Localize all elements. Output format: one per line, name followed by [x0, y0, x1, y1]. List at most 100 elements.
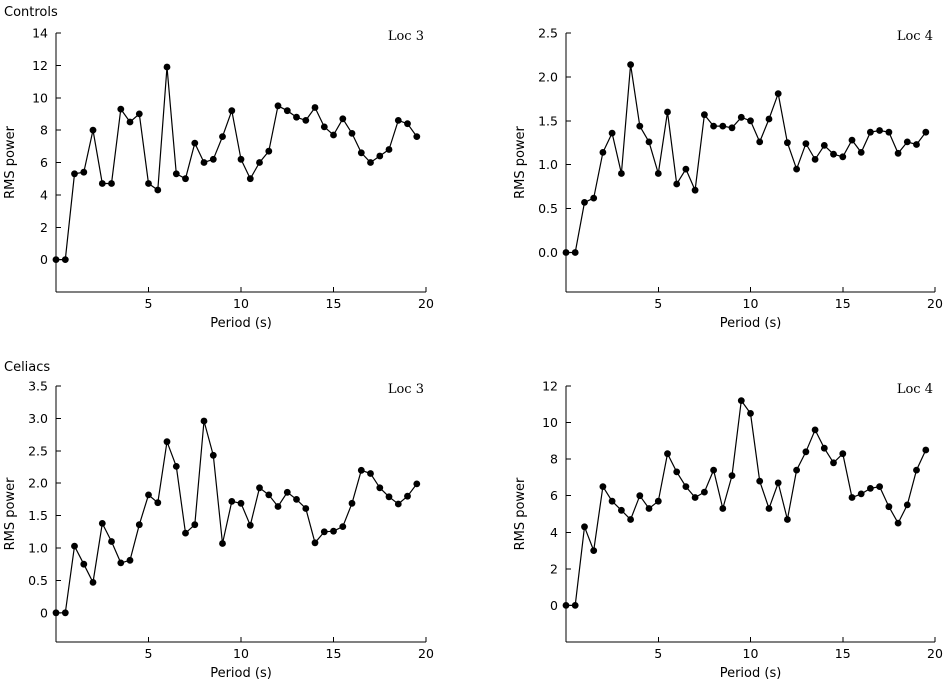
celiacs-loc4-data-point	[857, 490, 865, 498]
celiacs-loc4-title: Loc 4	[897, 382, 933, 397]
celiacs-loc3-title: Loc 3	[388, 382, 424, 397]
controls-loc4-x-axis-label: Period (s)	[720, 316, 782, 331]
controls-loc3-y-tick-label: 6	[40, 155, 48, 170]
celiacs-loc3-y-axis-label: RMS power	[3, 477, 18, 550]
celiacs-loc4-panel: 0 2 4 6 8 10 12 5 10 15 20 Period (s) RMS power Loc 4	[513, 379, 943, 682]
controls-loc3-x-tick-label: 5	[145, 296, 153, 311]
celiacs-loc3-data-point	[348, 499, 356, 507]
controls-loc3-data-point	[219, 133, 226, 141]
controls-loc4-panel: 0.0 0.5 1.0 1.5 2.0 2.5 5 10 15 20 Period (s) RMS p…	[513, 26, 943, 332]
controls-loc3-y-tick-label: 4	[40, 187, 48, 202]
controls-loc3-data-point	[320, 123, 328, 131]
celiacs-loc3-data-point	[163, 438, 171, 446]
celiacs-loc3-x-axis-label: Period (s)	[210, 666, 272, 681]
celiacs-loc4-data-point	[774, 479, 782, 487]
controls-loc3-data-point	[163, 63, 171, 71]
celiacs-loc3-data-point	[145, 491, 152, 499]
celiacs-loc4-data-point	[599, 483, 607, 490]
celiacs-loc4-data-point	[719, 505, 727, 512]
celiacs-loc3-y-tick-label: 1.5	[28, 508, 48, 523]
celiacs-loc3-data-point	[357, 466, 365, 474]
celiacs-loc3-data-point	[108, 538, 115, 545]
celiacs-loc3-x-tick-label: 5	[145, 646, 153, 661]
controls-loc4-data-point	[765, 115, 773, 123]
controls-loc4-title: Loc 4	[897, 29, 933, 44]
controls-loc4-y-axis-label: RMS power	[513, 125, 528, 198]
celiacs-loc3-data-point	[274, 503, 282, 510]
controls-loc3-data-point	[89, 126, 97, 134]
controls-loc4-data-point	[599, 149, 607, 156]
celiacs-loc4-data-point	[820, 444, 828, 452]
controls-loc4-data-point	[691, 186, 699, 194]
celiacs-loc4-y-tick-label: 12	[542, 379, 558, 394]
controls-loc3-y-tick-label: 14	[32, 26, 48, 41]
celiacs-loc4-data-point	[728, 472, 736, 479]
controls-loc4-data-point	[894, 149, 902, 157]
celiacs-loc3-data-point	[209, 451, 217, 459]
celiacs-loc3-x-tick-label: 20	[418, 646, 434, 661]
controls-loc3-data-point	[209, 155, 217, 163]
celiacs-loc4-data-point	[664, 450, 671, 458]
controls-loc4-data-point	[728, 124, 736, 132]
celiacs-loc3-data-point	[413, 480, 421, 488]
controls-loc3-x-tick-label: 10	[233, 296, 249, 311]
celiacs-loc3-data-point	[182, 529, 189, 537]
celiacs-loc4-data-point	[894, 519, 902, 527]
celiacs-loc3-data-point	[367, 470, 374, 477]
celiacs-loc3-data-point	[320, 528, 328, 536]
celiacs-loc4-x-axis-label: Period (s)	[720, 666, 782, 681]
controls-loc4-x-tick-label: 5	[654, 296, 662, 311]
controls-loc3-data-point	[311, 104, 319, 111]
celiacs-loc4-y-tick-label: 0	[550, 598, 558, 613]
controls-loc4-data-point	[747, 117, 754, 125]
celiacs-loc3-data-point	[172, 463, 180, 470]
controls-loc4-data-point	[903, 138, 911, 146]
controls-loc4-data-point	[710, 122, 717, 130]
celiacs-loc3-data-point	[237, 499, 245, 507]
controls-loc4-data-point	[719, 122, 727, 130]
celiacs-loc3-y-tick-label: 1.0	[28, 541, 48, 556]
controls-loc4-data-point	[848, 136, 856, 144]
celiacs-loc4-data-point	[581, 523, 588, 531]
controls-loc4-series-line	[566, 64, 927, 254]
controls-loc4-data-point	[885, 128, 893, 136]
celiacs-loc3-data-point	[246, 521, 254, 529]
celiacs-loc4-y-tick-label: 10	[542, 415, 558, 430]
controls-loc3-data-point	[376, 152, 384, 160]
celiacs-loc3-data-point	[126, 556, 134, 564]
controls-loc4-data-point	[857, 149, 865, 156]
controls-loc4-data-point	[876, 127, 883, 134]
celiacs-loc4-data-point	[903, 501, 911, 509]
celiacs-loc4-data-point	[691, 494, 699, 501]
celiacs-loc3-data-point	[117, 559, 125, 567]
celiacs-loc3-y-tick-label: 0.5	[28, 573, 48, 588]
controls-loc4-data-point	[756, 138, 764, 146]
controls-loc3-data-point	[71, 170, 78, 178]
celiacs-loc4-data-point	[784, 516, 791, 523]
celiacs-loc4-data-point	[618, 506, 625, 514]
controls-loc3-data-point	[108, 180, 115, 187]
controls-loc3-data-point	[52, 256, 60, 263]
celiacs-loc4-data-point	[765, 505, 773, 512]
celiacs-loc3-data-point	[256, 484, 263, 492]
celiacs-loc3-data-point	[98, 520, 106, 527]
controls-loc3-data-point	[228, 107, 236, 115]
celiacs-loc3-data-point	[61, 609, 69, 617]
controls-loc3-x-tick-label: 20	[418, 296, 434, 311]
celiacs-loc4-data-point	[830, 459, 837, 467]
controls-loc3-data-point	[265, 147, 273, 155]
controls-loc3-data-point	[394, 117, 402, 124]
controls-loc3-data-point	[330, 131, 337, 139]
celiacs-loc3-data-point	[52, 609, 60, 617]
controls-loc3-data-point	[293, 113, 300, 121]
celiacs-loc4-data-point	[922, 446, 930, 454]
celiacs-loc3-data-point	[228, 498, 236, 505]
controls-loc4-data-point	[627, 61, 634, 68]
celiacs-loc4-data-point	[737, 397, 745, 404]
celiacs-loc3-data-point	[293, 496, 300, 503]
controls-loc3-data-point	[367, 159, 374, 166]
celiacs-loc3-data-point	[80, 560, 88, 568]
celiacs-loc3-y-tick-label: 3.5	[28, 379, 48, 394]
controls-loc3-data-point	[302, 117, 310, 124]
